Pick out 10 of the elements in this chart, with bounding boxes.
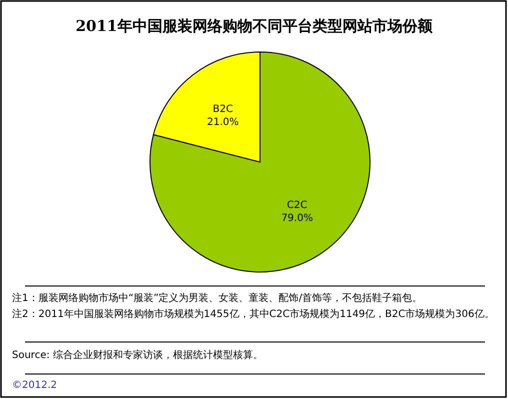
slice-label: B2C — [212, 104, 234, 116]
source-note: Source: 综合企业财报和专家访谈，根据统计模型核算。 — [12, 348, 263, 362]
data-label: 21.0% — [207, 117, 239, 128]
chart-title: 2011年中国服装网络购物不同平台类型网站市场份额 — [76, 17, 434, 35]
text: 注2：2011年中国服装网络购物市场规模为1455亿，其中C2C市场规模为1149亿，B2C市场规模为306亿。 — [12, 308, 496, 322]
text: 注1：服装网络购物市场中“服装”定义为男装、女装、童装、配饰/首饰等，不包括鞋子箱包。 — [12, 292, 424, 306]
text: ©2012.2 — [12, 380, 57, 391]
slice-label: C2C — [286, 200, 308, 211]
data-label: 79.0% — [281, 212, 313, 224]
pie-slice — [150, 52, 370, 272]
